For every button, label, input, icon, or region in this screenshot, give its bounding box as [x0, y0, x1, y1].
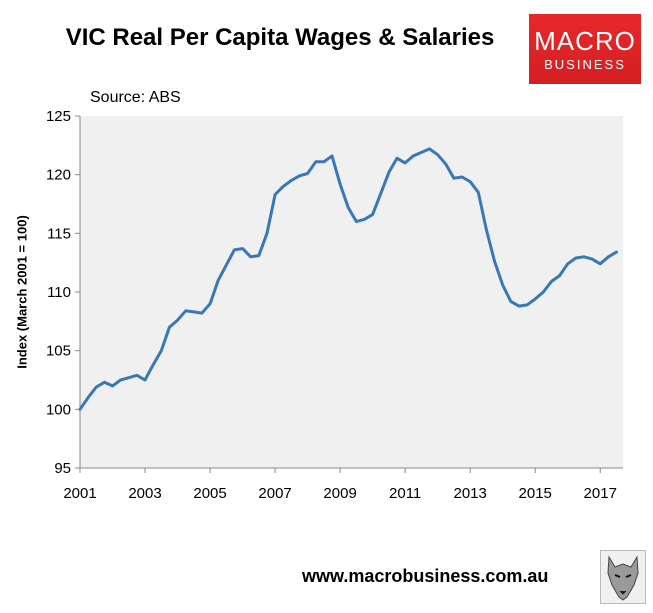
x-tick-label: 2003: [128, 485, 161, 502]
x-tick-label: 2015: [519, 485, 552, 502]
x-tick-label: 2011: [389, 485, 421, 502]
x-tick-label: 2009: [323, 485, 356, 502]
y-tick-label: 100: [46, 401, 71, 418]
logo-business-text: BUSINESS: [544, 57, 626, 72]
x-tick-label: 2005: [193, 485, 226, 502]
x-tick-label: 2007: [258, 485, 291, 502]
y-tick-label: 120: [46, 167, 71, 184]
wolf-icon: [607, 555, 639, 601]
y-tick-label: 95: [54, 460, 71, 477]
y-tick-label: 115: [47, 225, 71, 242]
y-tick-label: 125: [46, 108, 71, 125]
website-url: www.macrobusiness.com.au: [302, 566, 549, 586]
x-ticks: 2001 2003 2005 2007 2009 2011 2013 2015 2017: [63, 468, 617, 502]
macrobusiness-logo: MACRO BUSINESS: [529, 14, 641, 84]
plot-area: [80, 116, 623, 468]
x-tick-label: 2001: [63, 485, 96, 502]
x-tick-label: 2017: [584, 485, 617, 502]
logo-macro-text: MACRO: [534, 26, 636, 56]
y-ticks: 95 100 105 110 115 120 125: [46, 108, 80, 477]
series-line: [78, 147, 618, 411]
y-tick-label: 105: [46, 343, 71, 360]
x-tick-label: 2013: [453, 485, 486, 502]
y-tick-label: 110: [47, 284, 71, 301]
wolf-logo: [600, 550, 646, 604]
source-note: Source: ABS: [90, 89, 181, 106]
chart-title: VIC Real Per Capita Wages & Salaries: [65, 24, 495, 51]
